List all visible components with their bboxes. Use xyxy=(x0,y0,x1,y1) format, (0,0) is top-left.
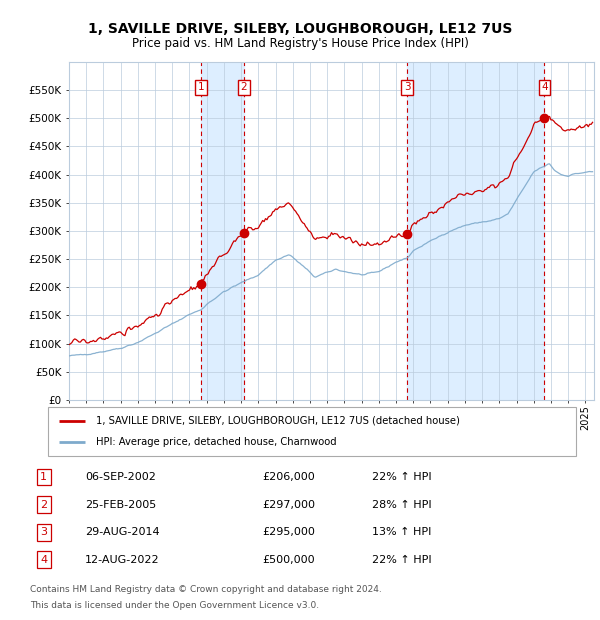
Text: 3: 3 xyxy=(40,527,47,537)
Text: 12-AUG-2022: 12-AUG-2022 xyxy=(85,555,160,565)
Text: 4: 4 xyxy=(40,555,47,565)
Bar xyxy=(201,62,244,400)
Text: £295,000: £295,000 xyxy=(262,527,315,537)
Text: 2: 2 xyxy=(40,500,47,510)
Text: £297,000: £297,000 xyxy=(262,500,315,510)
Text: 1: 1 xyxy=(40,472,47,482)
FancyBboxPatch shape xyxy=(48,407,576,456)
Text: 1, SAVILLE DRIVE, SILEBY, LOUGHBOROUGH, LE12 7US (detached house): 1, SAVILLE DRIVE, SILEBY, LOUGHBOROUGH, … xyxy=(95,416,460,426)
Text: 3: 3 xyxy=(404,82,411,92)
Text: 2: 2 xyxy=(241,82,247,92)
Text: 06-SEP-2002: 06-SEP-2002 xyxy=(85,472,156,482)
Text: This data is licensed under the Open Government Licence v3.0.: This data is licensed under the Open Gov… xyxy=(30,601,319,611)
Text: 13% ↑ HPI: 13% ↑ HPI xyxy=(372,527,431,537)
Text: £206,000: £206,000 xyxy=(262,472,314,482)
Text: 25-FEB-2005: 25-FEB-2005 xyxy=(85,500,157,510)
Text: 1: 1 xyxy=(198,82,205,92)
Text: 22% ↑ HPI: 22% ↑ HPI xyxy=(372,472,432,482)
Text: 29-AUG-2014: 29-AUG-2014 xyxy=(85,527,160,537)
Text: HPI: Average price, detached house, Charnwood: HPI: Average price, detached house, Char… xyxy=(95,437,336,447)
Text: £500,000: £500,000 xyxy=(262,555,314,565)
Bar xyxy=(407,62,544,400)
Text: 28% ↑ HPI: 28% ↑ HPI xyxy=(372,500,432,510)
Text: Price paid vs. HM Land Registry's House Price Index (HPI): Price paid vs. HM Land Registry's House … xyxy=(131,37,469,50)
Text: 4: 4 xyxy=(541,82,548,92)
Text: Contains HM Land Registry data © Crown copyright and database right 2024.: Contains HM Land Registry data © Crown c… xyxy=(30,585,382,594)
Text: 22% ↑ HPI: 22% ↑ HPI xyxy=(372,555,432,565)
Text: 1, SAVILLE DRIVE, SILEBY, LOUGHBOROUGH, LE12 7US: 1, SAVILLE DRIVE, SILEBY, LOUGHBOROUGH, … xyxy=(88,22,512,36)
